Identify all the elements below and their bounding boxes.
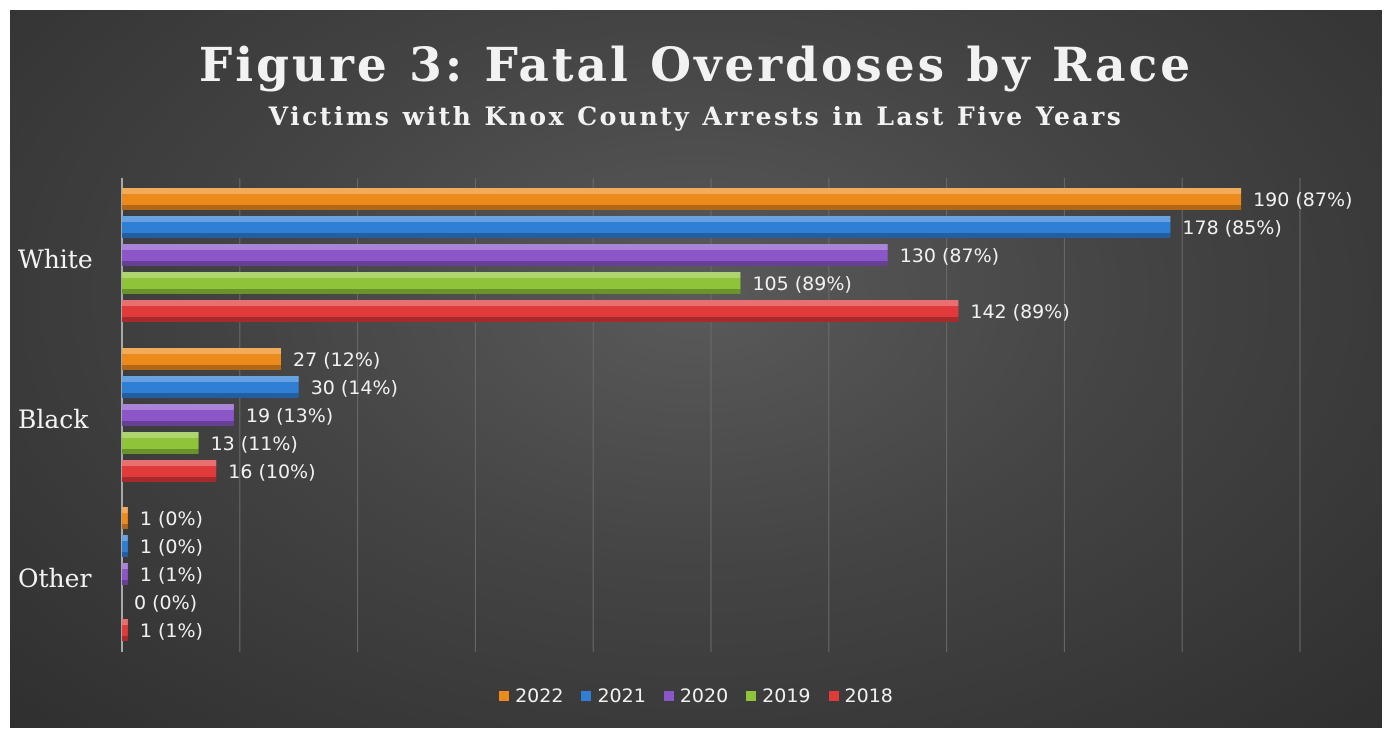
bar-highlight bbox=[122, 216, 1171, 222]
legend-swatch bbox=[663, 691, 674, 701]
bar-highlight bbox=[122, 348, 282, 354]
legend-item: 2020 bbox=[663, 685, 729, 707]
legend-label: 2022 bbox=[515, 685, 564, 707]
bar-shadow bbox=[122, 289, 741, 294]
bar-shadow bbox=[122, 636, 128, 641]
bar-highlight bbox=[122, 272, 741, 278]
bar bbox=[122, 535, 128, 557]
bar-plot: 190 (87%) 178 (85%) 130 (87%) 105 (89%) 142 … bbox=[18, 178, 1352, 652]
legend-item: 2019 bbox=[746, 685, 811, 707]
data-label: 1 (1%) bbox=[140, 620, 203, 642]
data-label: 30 (14%) bbox=[311, 377, 398, 399]
data-label: 105 (89%) bbox=[752, 273, 851, 295]
legend-swatch bbox=[499, 691, 510, 701]
category-label: Black bbox=[18, 405, 89, 434]
data-label: 178 (85%) bbox=[1182, 217, 1281, 239]
bar-shadow bbox=[122, 421, 234, 426]
data-label: 190 (87%) bbox=[1253, 189, 1352, 211]
bar bbox=[122, 244, 888, 266]
category-label: Other bbox=[18, 564, 91, 593]
bar-shadow bbox=[122, 477, 217, 482]
category-label: White bbox=[18, 245, 93, 274]
bar-shadow bbox=[122, 365, 282, 370]
bar-highlight bbox=[122, 244, 888, 250]
bar-shadow bbox=[122, 205, 1242, 210]
data-label: 1 (1%) bbox=[140, 564, 203, 586]
data-label: 19 (13%) bbox=[246, 405, 333, 427]
legend: 2022 2021 2020 2019 2018 bbox=[10, 685, 1382, 707]
bar-shadow bbox=[122, 233, 1171, 238]
data-label: 27 (12%) bbox=[293, 349, 380, 371]
data-label: 130 (87%) bbox=[900, 245, 999, 267]
bar bbox=[122, 507, 128, 529]
chart-area: Figure 3: Fatal Overdoses by Race Victim… bbox=[10, 10, 1382, 728]
bar-highlight bbox=[122, 404, 234, 410]
bar-highlight bbox=[122, 300, 959, 306]
legend-label: 2019 bbox=[762, 685, 811, 707]
bar-highlight bbox=[122, 188, 1242, 194]
bar-highlight bbox=[122, 376, 299, 382]
legend-item: 2022 bbox=[499, 685, 563, 707]
bar bbox=[122, 460, 217, 482]
bar bbox=[122, 619, 128, 641]
legend-label: 2018 bbox=[844, 685, 893, 707]
chart-title: Figure 3: Fatal Overdoses by Race bbox=[198, 38, 1194, 93]
bar-shadow bbox=[122, 393, 299, 398]
bar bbox=[122, 300, 959, 322]
legend-label: 2020 bbox=[679, 685, 729, 707]
data-label: 1 (0%) bbox=[140, 536, 203, 558]
bar-highlight bbox=[122, 432, 199, 438]
data-label: 142 (89%) bbox=[970, 301, 1069, 323]
legend-swatch bbox=[581, 691, 592, 701]
bar bbox=[122, 272, 741, 294]
legend-swatch bbox=[746, 691, 757, 701]
bar-highlight bbox=[122, 619, 128, 625]
bar bbox=[122, 348, 282, 370]
bar-shadow bbox=[122, 449, 199, 454]
bar-shadow bbox=[122, 317, 959, 322]
bar-shadow bbox=[122, 524, 128, 529]
bar-shadow bbox=[122, 552, 128, 557]
bar bbox=[122, 376, 299, 398]
legend-swatch bbox=[828, 691, 839, 701]
bar-highlight bbox=[122, 460, 217, 466]
data-label: 0 (0%) bbox=[134, 592, 197, 614]
data-label: 13 (11%) bbox=[211, 433, 298, 455]
bar bbox=[122, 216, 1171, 238]
data-label: 1 (0%) bbox=[140, 508, 203, 530]
bar-shadow bbox=[122, 580, 128, 585]
bar bbox=[122, 563, 128, 585]
bar-highlight bbox=[122, 563, 128, 569]
data-label: 16 (10%) bbox=[228, 461, 315, 483]
bar bbox=[122, 432, 199, 454]
chart-subtitle: Victims with Knox County Arrests in Last… bbox=[268, 102, 1124, 131]
legend-item: 2018 bbox=[828, 685, 893, 707]
bar-shadow bbox=[122, 261, 888, 266]
bar-highlight bbox=[122, 535, 128, 541]
bar bbox=[122, 404, 234, 426]
legend-item: 2021 bbox=[581, 685, 646, 707]
legend-label: 2021 bbox=[597, 685, 646, 707]
bar bbox=[122, 188, 1242, 210]
bar-highlight bbox=[122, 507, 128, 513]
